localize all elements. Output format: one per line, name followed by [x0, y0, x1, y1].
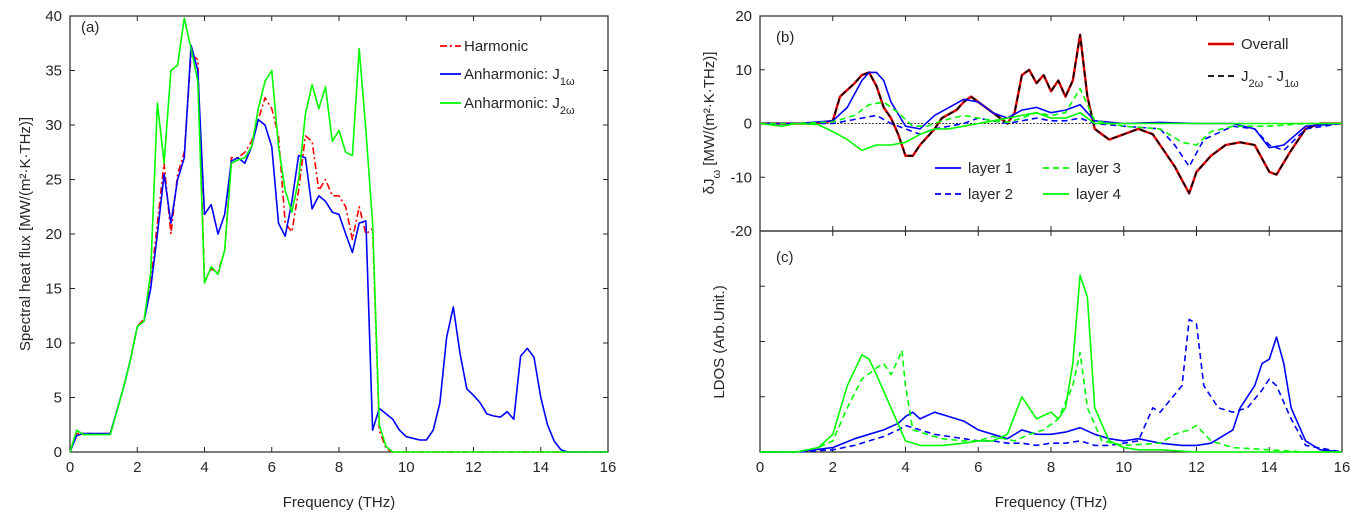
- y-tick-label: 10: [45, 335, 62, 352]
- panel-c: (c) 0 2 4 6 8 10 12 14 16 Frequency (THz) LDOS (…: [711, 230, 1351, 511]
- axis-ticks-b: -20 -10 0 10 20: [730, 8, 1343, 240]
- axis-ticks-a: 0 2 4 6 8 10 12 14 16 0 5 10 15 20 25 30 35 40: [45, 8, 616, 476]
- x-tick-label: 16: [1334, 459, 1351, 476]
- y-tick-label: -20: [730, 223, 752, 240]
- series-line-layer-1: [760, 336, 1343, 453]
- series-line-layer-3: [760, 87, 1342, 146]
- x-tick-label: 2: [829, 459, 837, 476]
- x-axis-label-a: Frequency (THz): [283, 494, 396, 511]
- x-tick-label: 12: [465, 459, 482, 476]
- legend-entry: Harmonic: [464, 38, 529, 55]
- series-lines-b: [759, 33, 1343, 195]
- legend-entry: Overall: [1241, 36, 1289, 53]
- axis-ticks-c: 0 2 4 6 8 10 12 14 16: [756, 230, 1351, 476]
- series-line-layer-2: [760, 318, 1343, 453]
- panel-label-b: (b): [776, 29, 794, 46]
- y-tick-label: 0: [54, 444, 62, 461]
- x-tick-label: 0: [66, 459, 74, 476]
- series-line-layer-4: [759, 111, 1342, 152]
- x-tick-label: 10: [1115, 459, 1132, 476]
- x-tick-label: 2: [133, 459, 141, 476]
- y-tick-label: 25: [45, 172, 62, 189]
- legend-a: Harmonic Anharmonic: J1ω Anharmonic: J2ω: [440, 38, 575, 117]
- y-tick-label: 30: [45, 117, 62, 134]
- x-tick-label: 0: [756, 459, 764, 476]
- x-tick-label: 16: [600, 459, 617, 476]
- y-tick-label: 20: [45, 226, 62, 243]
- y-axis-label-c: LDOS (Arb.Unit.): [711, 285, 728, 398]
- series-line-j2-j1-: [760, 34, 1342, 195]
- x-tick-label: 14: [1261, 459, 1278, 476]
- series-lines-a: [69, 17, 608, 453]
- x-tick-label: 14: [532, 459, 549, 476]
- y-tick-label: 0: [744, 116, 752, 133]
- series-line-anharmonic-j1-: [69, 44, 608, 453]
- x-tick-label: 6: [974, 459, 982, 476]
- y-tick-label: 20: [735, 8, 752, 25]
- x-tick-label: 4: [901, 459, 909, 476]
- y-tick-label: 15: [45, 281, 62, 298]
- legend-entry: layer 3: [1076, 160, 1121, 177]
- legend-entry: Anharmonic: J1ω: [464, 66, 575, 88]
- x-tick-label: 4: [200, 459, 208, 476]
- panel-label-a: (a): [81, 19, 99, 36]
- legend-entry: layer 4: [1076, 186, 1121, 203]
- x-tick-label: 6: [268, 459, 276, 476]
- x-tick-label: 8: [335, 459, 343, 476]
- y-tick-label: 5: [54, 390, 62, 407]
- legend-entry: layer 2: [968, 186, 1013, 203]
- y-tick-label: 35: [45, 63, 62, 80]
- x-tick-label: 8: [1047, 459, 1055, 476]
- legend-entry: Anharmonic: J2ω: [464, 95, 575, 117]
- y-axis-label-a: Spectral heat flux [MW/(m²·K·THz)]: [17, 117, 34, 351]
- panel-a: (a) 0 2 4 6 8 10 12 14 16 0 5 10 15 20 25 30 35 40 Freque…: [17, 8, 616, 511]
- series-line-layer-3: [760, 349, 1342, 453]
- x-tick-label: 10: [398, 459, 415, 476]
- y-tick-label: 10: [735, 62, 752, 79]
- y-tick-label: 40: [45, 8, 62, 25]
- x-tick-label: 12: [1188, 459, 1205, 476]
- series-lines-c: [760, 274, 1343, 453]
- legend-entry: layer 1: [968, 160, 1013, 177]
- series-line-layer-4: [760, 274, 1342, 453]
- panel-b: (b) -20 -10 0 10 20 δJω [MW/(m²·K·THz)] Over…: [701, 8, 1343, 240]
- y-axis-label-b: δJω [MW/(m²·K·THz)]: [701, 52, 723, 195]
- y-tick-label: -10: [730, 169, 752, 186]
- x-axis-label-c: Frequency (THz): [995, 494, 1108, 511]
- series-line-anharmonic-j2-: [69, 17, 608, 453]
- panel-label-c: (c): [776, 249, 794, 266]
